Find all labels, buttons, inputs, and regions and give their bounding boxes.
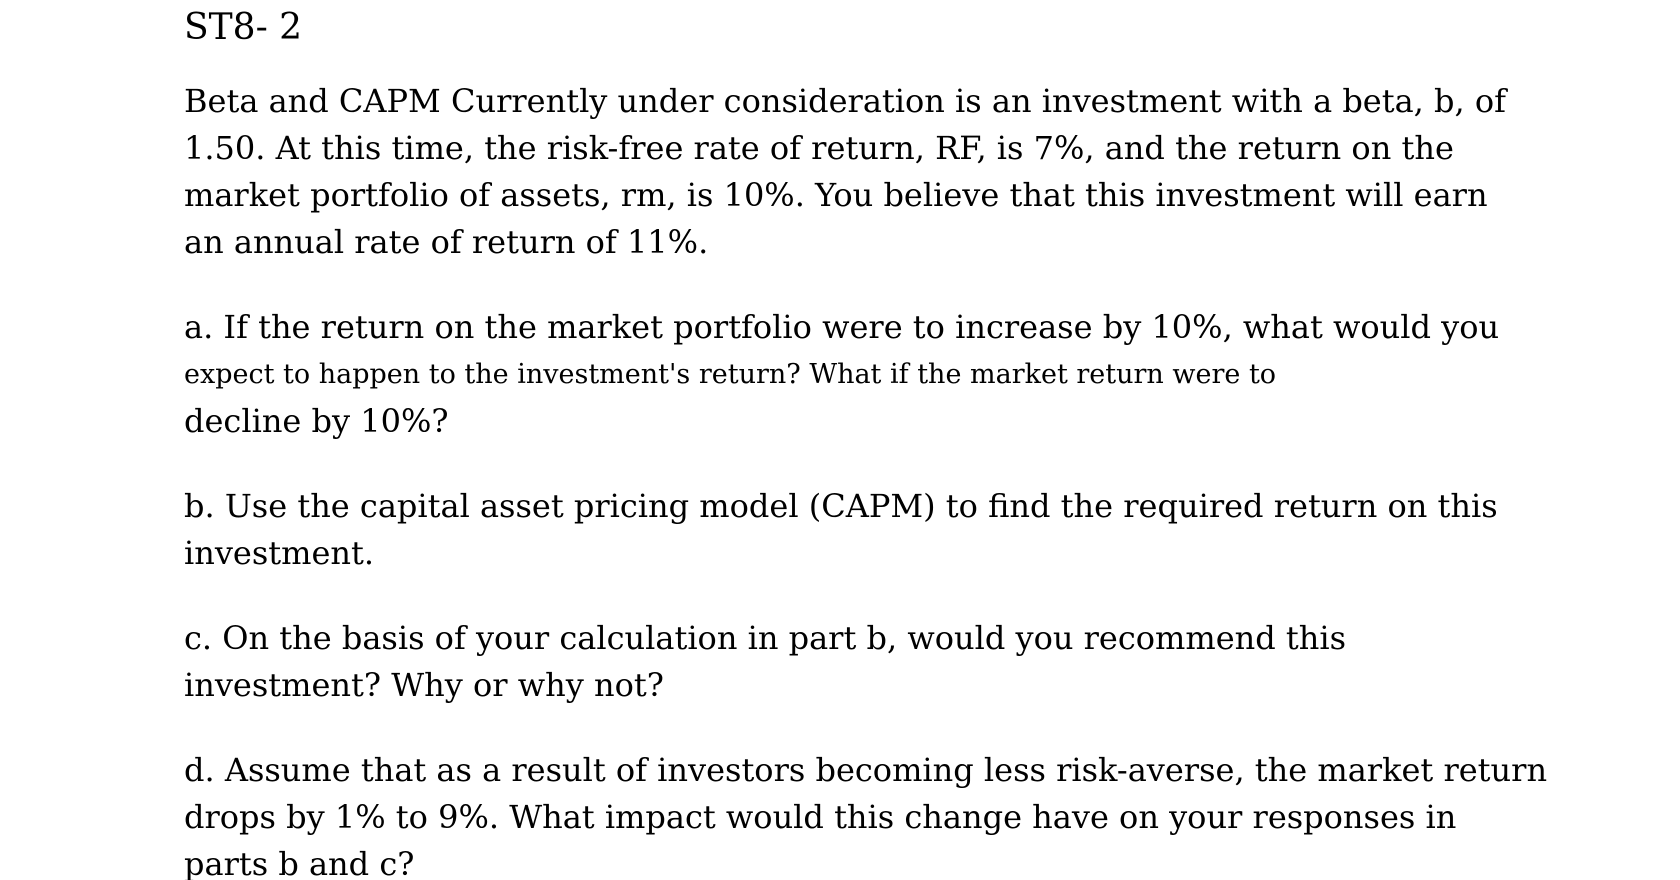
text-line: investment? Why or why not? — [184, 666, 664, 704]
text-line: expect to happen to the investment's ret… — [184, 359, 1277, 390]
question-part-c: c. On the basis of your calculation in p… — [184, 615, 1680, 709]
text-line: parts b and c? — [184, 845, 415, 880]
text-line: c. On the basis of your calculation in p… — [184, 619, 1347, 657]
question-part-b: b. Use the capital asset pricing model (… — [184, 483, 1680, 577]
text-line: a. If the return on the market portfolio… — [184, 308, 1500, 346]
text-line: investment. — [184, 534, 375, 572]
text-line: market portfolio of assets, rm, is 10%. … — [184, 176, 1488, 214]
text-line: Beta and CAPM Currently under considerat… — [184, 82, 1506, 120]
question-part-a: a. If the return on the market portfolio… — [184, 304, 1680, 445]
text-line: 1.50. At this time, the risk-free rate o… — [184, 129, 1454, 167]
text-line: b. Use the capital asset pricing model (… — [184, 487, 1498, 525]
problem-number: ST8- 2 — [184, 7, 303, 48]
text-line: d. Assume that as a result of investors … — [184, 751, 1548, 789]
problem-statement: Beta and CAPM Currently under considerat… — [184, 78, 1680, 266]
text-line: an annual rate of return of 11%. — [184, 223, 709, 261]
text-line: decline by 10%? — [184, 402, 449, 440]
text-line: drops by 1% to 9%. What impact would thi… — [184, 798, 1457, 836]
question-part-d: d. Assume that as a result of investors … — [184, 747, 1680, 880]
